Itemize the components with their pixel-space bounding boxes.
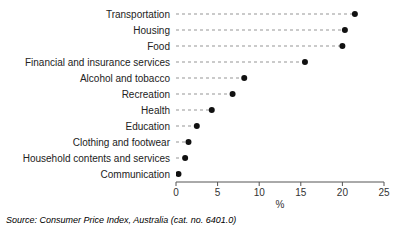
x-tick (259, 182, 260, 186)
x-tick (176, 182, 177, 186)
dot (302, 59, 308, 65)
stem (176, 46, 342, 47)
stem (176, 110, 212, 111)
category-label: Household contents and services (23, 153, 170, 164)
dot (185, 139, 191, 145)
source-note: Source: Consumer Price Index, Australia … (6, 215, 236, 225)
dot (176, 171, 181, 177)
dot (182, 155, 188, 161)
category-label: Health (141, 105, 170, 116)
x-tick-label: 15 (295, 187, 307, 198)
dot (209, 107, 215, 113)
dot (339, 43, 345, 49)
stem (176, 62, 305, 63)
category-label: Recreation (122, 89, 170, 100)
x-axis-line (176, 182, 384, 183)
stem (176, 126, 197, 127)
x-tick (342, 182, 343, 186)
category-label: Education (126, 121, 170, 132)
dot (342, 27, 348, 33)
marks (176, 11, 358, 177)
category-label: Communication (101, 169, 170, 180)
category-label: Clothing and footwear (73, 137, 171, 148)
category-label: Alcohol and tobacco (80, 73, 171, 84)
dot (241, 75, 247, 81)
stem (176, 78, 244, 79)
x-tick-label: 5 (215, 187, 221, 198)
stem (176, 14, 355, 15)
category-label: Housing (133, 25, 170, 36)
category-label: Financial and insurance services (25, 57, 170, 68)
x-tick-label: 25 (378, 187, 390, 198)
category-label: Transportation (106, 9, 170, 20)
dot (194, 123, 200, 129)
x-tick-label: 20 (337, 187, 349, 198)
x-tick (384, 182, 385, 186)
x-tick (217, 182, 218, 186)
stem (176, 94, 233, 95)
x-axis-label: % (276, 199, 285, 210)
stem (176, 30, 345, 31)
category-label: Food (147, 41, 170, 52)
x-tick (300, 182, 301, 186)
x-tick-label: 10 (254, 187, 266, 198)
chart: 0 5 10 15 20 25% Transportation Housing Food Fina… (0, 0, 397, 227)
dot (352, 11, 358, 17)
chart-container: 0 5 10 15 20 25% Transportation Housing Food Fina… (0, 0, 397, 227)
x-tick-label: 0 (173, 187, 179, 198)
dot (230, 91, 236, 97)
